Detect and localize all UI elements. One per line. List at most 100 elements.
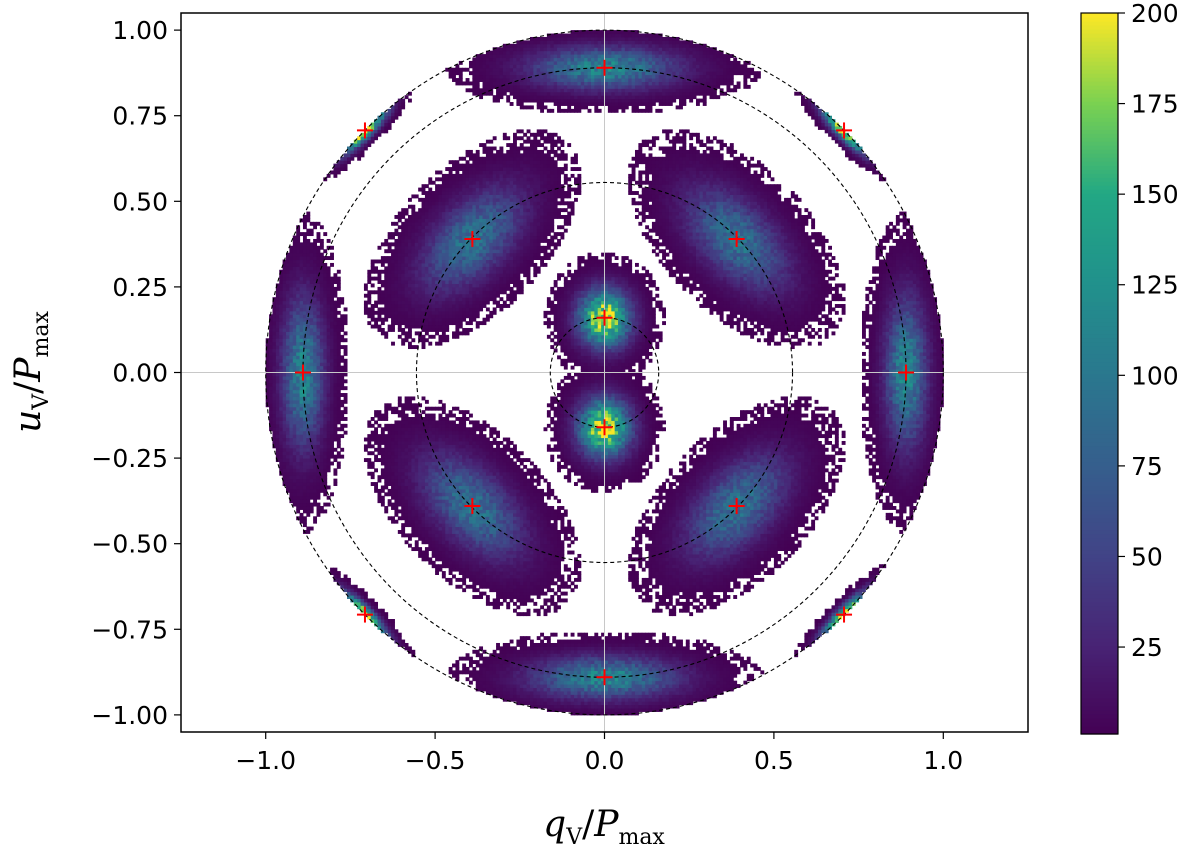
heatmap-bin — [374, 485, 379, 490]
heatmap-bin — [733, 506, 738, 510]
heatmap-bin — [492, 571, 497, 575]
heatmap-bin — [546, 704, 551, 709]
heatmap-bin — [719, 660, 724, 665]
heatmap-bin — [709, 547, 714, 552]
heatmap-bin — [526, 598, 531, 603]
heatmap-bin — [479, 684, 484, 688]
heatmap-bin — [699, 516, 704, 521]
heatmap-bin — [489, 687, 494, 692]
heatmap-bin — [651, 540, 656, 545]
heatmap-bin — [543, 663, 548, 668]
heatmap-bin — [496, 495, 500, 500]
heatmap-bin — [740, 499, 744, 504]
heatmap-bin — [706, 646, 711, 651]
heatmap-bin — [594, 646, 599, 651]
heatmap-bin — [370, 605, 375, 610]
heatmap-bin — [543, 533, 548, 538]
heatmap-bin — [699, 646, 704, 651]
heatmap-bin — [824, 625, 829, 630]
heatmap-bin — [560, 694, 565, 699]
heatmap-bin — [651, 632, 656, 637]
heatmap-bin — [523, 666, 528, 671]
heatmap-bin — [516, 533, 521, 538]
heatmap-bin — [767, 512, 772, 517]
heatmap-bin — [533, 680, 538, 685]
heatmap-bin — [553, 574, 558, 579]
heatmap-bin — [529, 673, 534, 678]
heatmap-bin — [797, 488, 802, 493]
heatmap-bin — [306, 485, 311, 490]
heatmap-bin — [628, 677, 633, 682]
heatmap-bin — [692, 595, 697, 599]
heatmap-bin — [662, 547, 666, 552]
heatmap-bin — [916, 488, 921, 493]
heatmap-bin — [458, 512, 463, 517]
heatmap-bin — [479, 673, 484, 678]
heatmap-bin — [594, 690, 599, 695]
heatmap-bin — [472, 595, 477, 599]
heatmap-bin — [536, 567, 541, 572]
heatmap-bin — [648, 690, 653, 695]
heatmap-bin — [567, 663, 572, 668]
heatmap-bin — [499, 581, 504, 586]
heatmap-bin — [496, 591, 500, 596]
heatmap-bin — [750, 577, 755, 582]
heatmap-bin — [631, 574, 636, 579]
heatmap-bin — [702, 502, 707, 507]
heatmap-bin — [665, 666, 670, 671]
heatmap-bin — [702, 560, 707, 565]
heatmap-bin — [716, 666, 721, 671]
heatmap-bin — [580, 673, 585, 678]
heatmap-bin — [519, 697, 524, 702]
heatmap-bin — [489, 492, 494, 497]
heatmap-bin — [723, 543, 727, 548]
heatmap-bin — [472, 502, 477, 507]
heatmap-bin — [638, 547, 643, 552]
heatmap-bin — [699, 519, 704, 524]
heatmap-bin — [797, 499, 802, 504]
heatmap-bin — [299, 492, 304, 497]
heatmap-bin — [306, 506, 311, 510]
heatmap-bin — [679, 684, 683, 688]
heatmap-bin — [567, 653, 572, 658]
heatmap-bin — [662, 684, 666, 688]
heatmap-bin — [756, 506, 761, 510]
heatmap-bin — [492, 577, 497, 582]
heatmap-bin — [428, 509, 433, 514]
heatmap-bin — [804, 642, 809, 647]
heatmap-bin — [546, 485, 551, 490]
heatmap-bin — [387, 502, 392, 507]
heatmap-bin — [604, 697, 609, 702]
heatmap-bin — [668, 547, 673, 552]
heatmap-bin — [577, 673, 582, 678]
heatmap-bin — [821, 495, 826, 500]
heatmap-bin — [668, 673, 673, 678]
heatmap-bin — [560, 523, 565, 528]
heatmap-bin — [909, 512, 914, 517]
heatmap-bin — [594, 642, 599, 647]
heatmap-bin — [465, 564, 470, 569]
heatmap-bin — [729, 577, 734, 582]
heatmap-bin — [895, 485, 900, 490]
heatmap-bin — [523, 540, 528, 545]
heatmap-bin — [479, 533, 484, 538]
heatmap-bin — [729, 543, 734, 548]
heatmap-bin — [421, 553, 426, 558]
heatmap-bin — [363, 598, 368, 603]
heatmap-bin — [662, 670, 666, 675]
heatmap-bin — [309, 506, 314, 510]
heatmap-bin — [611, 670, 616, 675]
heatmap-bin — [394, 639, 399, 644]
heatmap-bin — [570, 666, 575, 671]
heatmap-bin — [404, 502, 409, 507]
heatmap-bin — [587, 701, 592, 706]
heatmap-bin — [529, 502, 534, 507]
heatmap-bin — [740, 516, 744, 521]
heatmap-bin — [706, 571, 711, 575]
heatmap-bin — [641, 516, 646, 521]
heatmap-bin — [479, 567, 484, 572]
heatmap-bin — [719, 502, 724, 507]
heatmap-bin — [468, 482, 473, 486]
heatmap-bin — [695, 482, 700, 486]
heatmap-bin — [516, 482, 521, 486]
